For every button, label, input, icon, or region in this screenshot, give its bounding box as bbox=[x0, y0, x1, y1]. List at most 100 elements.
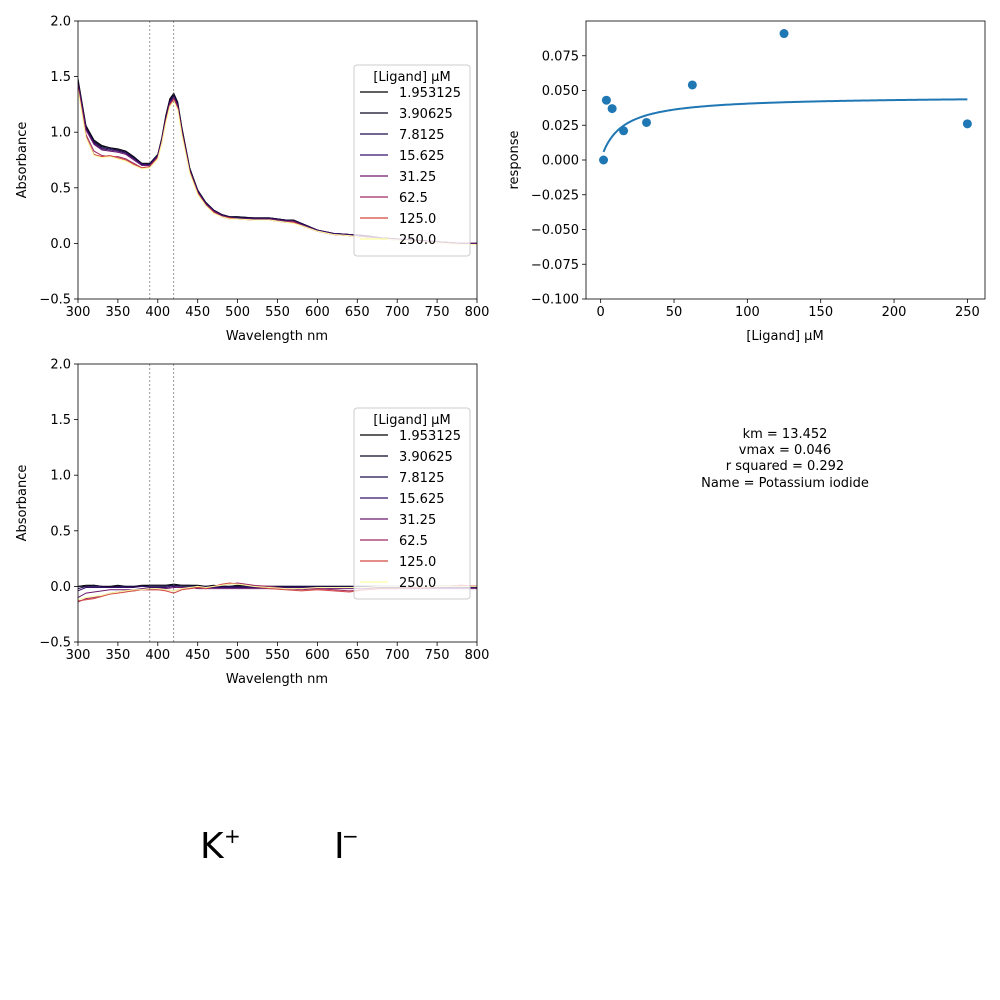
y-tick-label: 1.5 bbox=[50, 413, 71, 428]
cation-charge: + bbox=[224, 824, 241, 848]
legend-entry: 125.0 bbox=[399, 555, 436, 570]
legend-entry: 15.625 bbox=[399, 492, 445, 507]
x-tick-label: 300 bbox=[66, 648, 91, 663]
plot-frame bbox=[585, 20, 986, 300]
x-tick-label: 650 bbox=[345, 648, 370, 663]
y-tick-label: −0.5 bbox=[39, 636, 71, 651]
y-ticks: −0.5 0.0 0.5 1.0 1.5 2.0 bbox=[39, 15, 78, 308]
y-tick-label: 1.0 bbox=[50, 469, 71, 484]
x-tick-label: 400 bbox=[145, 648, 170, 663]
km-value: km = 13.452 bbox=[743, 427, 828, 442]
legend-entry: 7.8125 bbox=[399, 128, 445, 143]
x-ticks: 0 50 100 150 200 250 bbox=[597, 299, 980, 320]
anion-symbol: I bbox=[334, 826, 345, 867]
legend-title: [Ligand] µM bbox=[373, 413, 450, 428]
legend: [Ligand] µM 1.953125 3.90625 7.8125 15.625 3… bbox=[353, 407, 471, 600]
x-tick-label: 0 bbox=[597, 305, 605, 320]
y-tick-label: 0.050 bbox=[542, 84, 579, 99]
y-tick-label: 0.5 bbox=[50, 524, 71, 539]
y-tick-label: −0.050 bbox=[531, 223, 579, 238]
x-tick-label: 750 bbox=[425, 648, 450, 663]
fit-curve bbox=[602, 98, 968, 153]
x-tick-label: 250 bbox=[955, 305, 980, 320]
legend-entry: 3.90625 bbox=[399, 450, 453, 465]
y-tick-label: 1.5 bbox=[50, 70, 71, 85]
legend-entry: 62.5 bbox=[399, 191, 428, 206]
x-tick-label: 700 bbox=[385, 305, 410, 320]
x-tick-label: 600 bbox=[305, 305, 330, 320]
data-point bbox=[601, 95, 611, 105]
data-point bbox=[687, 80, 697, 90]
response-points bbox=[599, 29, 972, 165]
x-tick-label: 700 bbox=[385, 648, 410, 663]
legend-entry: 15.625 bbox=[399, 149, 445, 164]
molecule-structure: K + I − bbox=[200, 824, 359, 867]
x-tick-label: 500 bbox=[225, 305, 250, 320]
y-axis-label: Absorbance bbox=[15, 465, 30, 542]
data-point bbox=[619, 126, 629, 136]
x-ticks: 300 350 400 450 500 550 600 650 700 750 800 bbox=[66, 642, 490, 663]
y-tick-label: 0.000 bbox=[542, 154, 579, 169]
x-tick-label: 550 bbox=[265, 305, 290, 320]
y-tick-label: 2.0 bbox=[50, 15, 71, 30]
x-tick-label: 400 bbox=[145, 305, 170, 320]
x-tick-label: 800 bbox=[465, 648, 490, 663]
x-tick-label: 750 bbox=[425, 305, 450, 320]
response-chart: 0 50 100 150 200 250 −0.100 −0.075 −0.050 −0.025… bbox=[507, 20, 986, 344]
legend-title: [Ligand] µM bbox=[373, 70, 450, 85]
y-tick-label: 2.0 bbox=[50, 358, 71, 373]
x-tick-label: 350 bbox=[105, 305, 130, 320]
anion-charge: − bbox=[342, 824, 359, 848]
vmax-value: vmax = 0.046 bbox=[739, 443, 831, 458]
x-tick-label: 350 bbox=[105, 648, 130, 663]
data-point bbox=[642, 117, 652, 127]
spectra-series-group bbox=[78, 78, 477, 246]
data-point bbox=[779, 29, 789, 39]
y-tick-label: −0.075 bbox=[531, 258, 579, 273]
data-point bbox=[607, 104, 617, 114]
y-tick-label: 0.075 bbox=[542, 49, 579, 64]
legend-entry: 250.0 bbox=[399, 233, 436, 248]
data-point bbox=[599, 155, 609, 165]
x-tick-label: 450 bbox=[185, 648, 210, 663]
x-axis-label: [Ligand] µM bbox=[746, 329, 823, 344]
y-tick-label: 0.0 bbox=[50, 237, 71, 252]
x-tick-label: 500 bbox=[225, 648, 250, 663]
x-tick-label: 200 bbox=[882, 305, 907, 320]
legend-entry: 1.953125 bbox=[399, 86, 461, 101]
x-tick-label: 150 bbox=[808, 305, 833, 320]
x-tick-label: 50 bbox=[666, 305, 683, 320]
legend-entry: 1.953125 bbox=[399, 429, 461, 444]
x-tick-label: 300 bbox=[66, 305, 91, 320]
legend-entry: 250.0 bbox=[399, 576, 436, 591]
y-tick-label: 0.0 bbox=[50, 580, 71, 595]
compound-name: Name = Potassium iodide bbox=[701, 476, 869, 491]
legend-entry: 31.25 bbox=[399, 170, 436, 185]
legend-entry: 3.90625 bbox=[399, 107, 453, 122]
x-axis-label: Wavelength nm bbox=[226, 329, 328, 344]
fit-statistics: km = 13.452 vmax = 0.046 r squared = 0.2… bbox=[701, 427, 869, 491]
reference-lines bbox=[149, 364, 175, 642]
legend-entry: 125.0 bbox=[399, 212, 436, 227]
legend-entry: 31.25 bbox=[399, 513, 436, 528]
y-tick-label: 0.025 bbox=[542, 119, 579, 134]
legend: [Ligand] µM 1.953125 3.90625 7.8125 15.625 3… bbox=[353, 64, 471, 257]
y-tick-label: −0.100 bbox=[531, 293, 579, 308]
fit-curve-group bbox=[602, 98, 968, 153]
legend-items: 1.953125 3.90625 7.8125 15.625 31.25 62.5 125.… bbox=[360, 86, 461, 248]
x-tick-label: 600 bbox=[305, 648, 330, 663]
x-tick-label: 550 bbox=[265, 648, 290, 663]
r-squared-value: r squared = 0.292 bbox=[726, 459, 844, 474]
x-ticks: 300 350 400 450 500 550 600 650 700 750 800 bbox=[66, 299, 490, 320]
legend-entry: 7.8125 bbox=[399, 471, 445, 486]
legend-items: 1.953125 3.90625 7.8125 15.625 31.25 62.5 125.… bbox=[360, 429, 461, 591]
difference-spectra-chart: 300 350 400 450 500 550 600 650 700 750 800 −0.5 0.… bbox=[15, 358, 489, 688]
legend-entry: 62.5 bbox=[399, 534, 428, 549]
x-tick-label: 800 bbox=[465, 305, 490, 320]
x-axis-label: Wavelength nm bbox=[226, 672, 328, 687]
y-ticks: −0.100 −0.075 −0.050 −0.025 0.000 0.025 0.050 0… bbox=[531, 49, 586, 308]
y-axis-label: Absorbance bbox=[15, 122, 30, 199]
spectra-chart: 300 350 400 450 500 550 600 650 700 750 800 −0.5 0.… bbox=[15, 15, 489, 345]
y-tick-label: 1.0 bbox=[50, 126, 71, 141]
